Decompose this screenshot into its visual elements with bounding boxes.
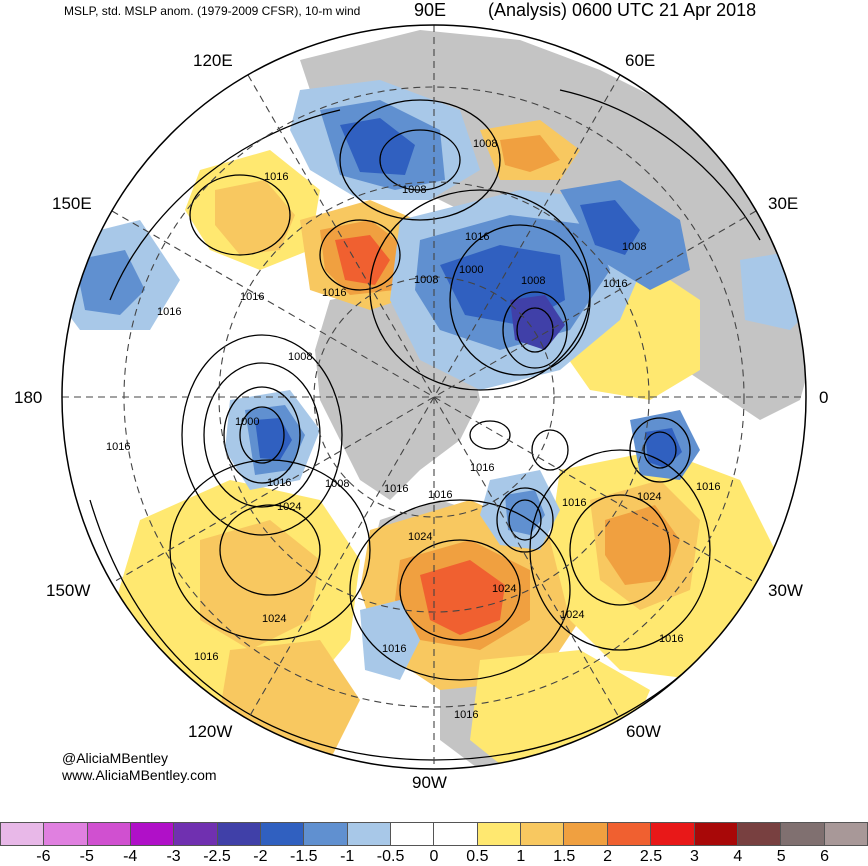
colorbar-swatch — [346, 822, 391, 846]
longitude-label-0: 0 — [819, 388, 829, 407]
colorbar-tick-label: 0 — [429, 848, 439, 865]
colorbar-swatch — [823, 822, 868, 846]
colorbar-swatch — [520, 822, 564, 846]
colorbar-swatch — [433, 822, 477, 846]
colorbar-swatch — [86, 822, 131, 846]
isobar-label: 1016 — [157, 306, 181, 318]
colorbar-tick-label: 2 — [603, 848, 613, 865]
colorbar-swatch — [780, 822, 824, 846]
colorbar-tick-label: 1 — [516, 848, 526, 865]
isobar-label: 1016 — [267, 477, 291, 489]
colorbar-swatch — [216, 822, 261, 846]
colorbar-tick-label: 1.5 — [553, 848, 576, 865]
colorbar-swatch — [650, 822, 694, 846]
isobar-label: 1016 — [194, 651, 218, 663]
colorbar-tick-label: 3 — [689, 848, 699, 865]
isobar-labels: 1016 1008 1008 1016 1016 1008 1000 1008 … — [106, 138, 720, 721]
isobar-label: 1016 — [562, 497, 586, 509]
colorbar-swatch — [0, 822, 44, 846]
isobar-label: 1016 — [382, 643, 406, 655]
isobar-label: 1016 — [454, 709, 478, 721]
isobar-label: 1024 — [277, 501, 301, 513]
colorbar-tick-label: 6 — [820, 848, 830, 865]
colorbar-tick-label: -5 — [79, 848, 94, 865]
colorbar-tick-label: -1.5 — [290, 848, 318, 865]
colorbar-tick-label: 2.5 — [639, 848, 663, 865]
colorbar-tick-label: 0.5 — [466, 848, 489, 865]
valid-time-label: (Analysis) 0600 UTC 21 Apr 2018 — [488, 0, 757, 20]
colorbar-tick-label: -0.5 — [376, 848, 405, 865]
isobar-label: 1016 — [264, 171, 288, 183]
map-boundary — [61, 24, 807, 770]
map-title: MSLP, std. MSLP anom. (1979-2009 CFSR), … — [64, 4, 361, 18]
colorbar-tick-label: -2 — [253, 848, 268, 865]
colorbar-tick-labels: -6 -5 -4 -3 -2.5 -2 -1.5 -1 -0.5 0 0.5 1 1.5 2 2.5 3 4 5 6 — [0, 848, 868, 865]
colorbar-swatch — [563, 822, 607, 846]
colorbar-tick-label: -6 — [36, 848, 51, 865]
longitude-label-150w: 150W — [46, 581, 91, 600]
isobar-label: 1008 — [402, 184, 426, 196]
colorbar-swatch — [173, 822, 217, 846]
isobar-label: 1008 — [473, 138, 497, 150]
top-longitude-label: 90E — [414, 0, 447, 20]
isobar-label: 1008 — [622, 241, 646, 253]
longitude-label-30w: 30W — [768, 581, 803, 600]
credit-website: www.AliciaMBentley.com — [62, 767, 217, 783]
colorbar-swatch — [260, 822, 304, 846]
anomaly-colorbar — [0, 822, 868, 848]
isobar-label: 1016 — [428, 489, 452, 501]
isobar-label: 1016 — [106, 441, 130, 453]
polar-stereographic-map: 1016 1008 1008 1016 1016 1008 1000 1008 … — [61, 24, 807, 770]
colorbar-tick-label: -4 — [123, 848, 138, 865]
isobar-label: 1000 — [459, 264, 483, 276]
longitude-label-30e: 30E — [768, 194, 799, 213]
isobar-label: 1008 — [325, 478, 349, 490]
isobar-label: 1016 — [322, 287, 346, 299]
longitude-label-60w: 60W — [626, 722, 661, 741]
colorbar-tick-label: -2.5 — [203, 848, 231, 865]
longitude-label-180: 180 — [14, 388, 43, 407]
isobar-label: 1016 — [603, 278, 627, 290]
colorbar-swatch — [130, 822, 174, 846]
isobar-label: 1016 — [384, 483, 408, 495]
negative-anomaly-layer — [62, 80, 806, 680]
longitude-label-90w: 90W — [412, 773, 447, 792]
colorbar-swatch — [476, 822, 521, 846]
longitude-label-120w: 120W — [188, 722, 233, 741]
isobar-label: 1000 — [235, 416, 259, 428]
colorbar-tick-label: 4 — [733, 848, 743, 865]
isobar-label: 1016 — [696, 481, 720, 493]
isobar-label: 1024 — [262, 613, 286, 625]
colorbar-swatch — [390, 822, 434, 846]
isobar-label: 1008 — [521, 275, 545, 287]
colorbar-swatch — [693, 822, 737, 846]
colorbar-tick-label: -3 — [166, 848, 181, 865]
colorbar-swatch — [43, 822, 87, 846]
colorbar-swatch — [736, 822, 781, 846]
isobar-label: 1024 — [560, 609, 584, 621]
map-disk — [62, 25, 806, 769]
graticule-layer — [62, 25, 806, 769]
longitude-label-120e: 120E — [193, 51, 233, 70]
credit-handle: @AliciaMBentley — [62, 750, 169, 766]
isobar-label: 1016 — [240, 291, 264, 303]
isobar-label: 1024 — [492, 583, 516, 595]
colorbar-swatch — [606, 822, 651, 846]
isobar-label: 1016 — [659, 633, 683, 645]
longitude-label-60e: 60E — [625, 51, 656, 70]
isobar-label: 1024 — [637, 491, 661, 503]
longitude-label-150e: 150E — [52, 194, 92, 213]
isobar-label: 1008 — [414, 274, 438, 286]
isobar-label: 1016 — [470, 462, 494, 474]
isobar-label: 1008 — [288, 351, 312, 363]
colorbar-tick-label: -1 — [340, 848, 355, 865]
isobar-label: 1024 — [408, 531, 432, 543]
isobar-label: 1016 — [465, 231, 489, 243]
colorbar-swatch — [303, 822, 347, 846]
colorbar-tick-label: 5 — [776, 848, 786, 865]
